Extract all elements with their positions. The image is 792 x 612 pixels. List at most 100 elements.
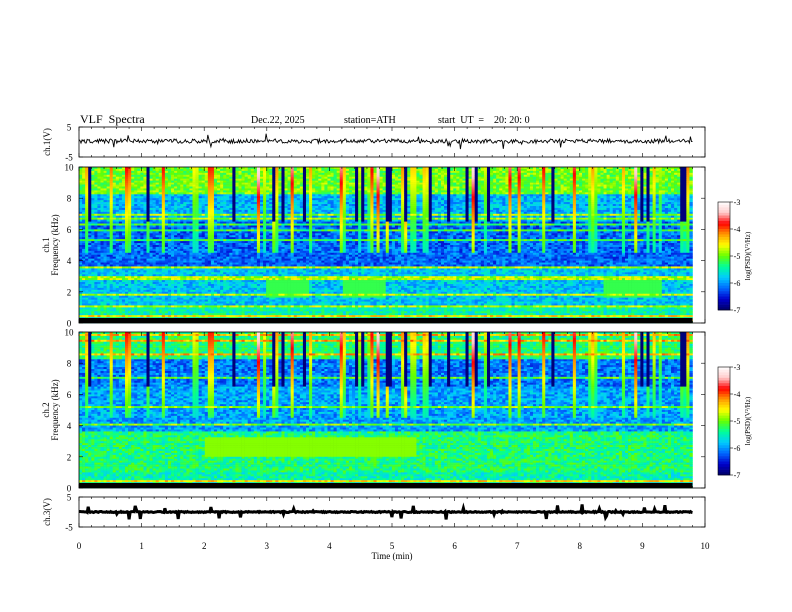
spectrogram-cell — [677, 170, 681, 174]
spectrogram-cell — [195, 196, 199, 199]
spectrogram-cell — [318, 192, 322, 195]
spectrogram-cell — [82, 178, 86, 181]
spectrogram-cell — [471, 207, 475, 211]
spectrogram-cell — [348, 209, 353, 213]
spectrogram-cell — [667, 190, 672, 193]
spectrogram-cell — [557, 186, 561, 189]
spectrogram-cell — [327, 184, 331, 187]
spectrogram-cell — [266, 198, 270, 201]
spectrogram-cell — [284, 170, 288, 174]
spectrogram-cell — [382, 168, 387, 172]
spectrogram-cell — [158, 168, 163, 172]
spectrogram-cell — [152, 194, 156, 197]
spectrogram-cell — [364, 170, 368, 174]
spectrogram-cell — [532, 202, 537, 205]
spectrogram-cell — [161, 204, 166, 207]
spectrogram-cell — [235, 194, 239, 197]
spectrogram-cell — [186, 192, 190, 195]
spectrogram-cell — [416, 168, 420, 172]
spectrogram-cell — [189, 192, 193, 195]
spectrogram-cell — [615, 211, 620, 215]
spectrogram-cell — [155, 209, 160, 213]
spectrogram-cell — [244, 194, 249, 197]
spectrogram-cell — [618, 213, 623, 217]
spectrogram-cell — [585, 190, 589, 193]
spectrogram-cell — [517, 213, 522, 217]
spectrogram-cell — [152, 209, 156, 213]
spectrogram-cell — [348, 202, 353, 205]
spectrogram-cell — [223, 168, 227, 172]
spectrogram-cell — [370, 198, 374, 201]
spectrogram-cell — [302, 198, 307, 201]
spectrogram-cell — [661, 204, 666, 207]
spectrogram-cell — [201, 198, 206, 201]
spectrogram-cell — [269, 196, 273, 199]
spectrogram-cell — [149, 176, 153, 179]
spectrogram-cell — [263, 198, 267, 201]
spectrogram-cell — [572, 190, 577, 193]
spectrogram-cell — [557, 194, 561, 197]
spectrogram-cell — [100, 182, 104, 185]
spectrogram-cell — [94, 174, 98, 178]
spectrogram-cell — [548, 188, 552, 191]
spectrogram-cell — [241, 178, 245, 181]
spectrogram-cell — [266, 194, 270, 197]
spectrogram-cell — [125, 190, 129, 193]
spectrogram-cell — [606, 209, 610, 213]
spectrogram-cell — [115, 194, 120, 197]
spectrogram-cell — [689, 207, 693, 211]
spectrogram-cell — [413, 176, 417, 179]
spectrogram-cell — [582, 200, 586, 203]
spectrogram-cell — [112, 188, 117, 191]
spectrogram-cell — [373, 207, 377, 211]
spectrogram-cell — [223, 172, 227, 176]
spectrogram-cell — [496, 184, 500, 187]
spectrogram-cell — [296, 194, 301, 197]
spectrogram-cell — [582, 176, 586, 179]
spectrogram-cell — [97, 188, 101, 191]
spectrogram-cell — [456, 172, 460, 176]
spectrogram-cell — [281, 207, 285, 211]
spectrogram-cell — [444, 200, 448, 203]
spectrogram-cell — [220, 196, 224, 199]
spectrogram-cell — [217, 202, 221, 205]
spectrogram-cell — [315, 172, 319, 176]
spectrogram-cell — [566, 211, 571, 215]
spectrogram-cell — [358, 180, 362, 183]
spectrogram-cell — [361, 167, 365, 170]
spectrogram-cell — [287, 186, 291, 189]
spectrogram-cell — [278, 182, 282, 185]
spectrogram-cell — [440, 192, 445, 195]
spectrogram-cell — [189, 178, 193, 181]
spectrogram-cell — [603, 168, 607, 172]
spectrogram-cell — [192, 213, 196, 217]
spectrogram-cell — [410, 200, 414, 203]
spectrogram-cell — [394, 209, 399, 213]
spectrogram-cell — [143, 176, 147, 179]
spectrogram-cell — [278, 194, 282, 197]
spectrogram-cell — [680, 170, 684, 174]
spectrogram-cell — [91, 196, 95, 199]
spectrogram-cell — [118, 192, 123, 195]
spectrogram-cell — [434, 174, 439, 178]
spectrogram-cell — [628, 194, 632, 197]
spectrogram-cell — [585, 186, 589, 189]
spectrogram-cell — [85, 204, 89, 207]
spectrogram-cell — [401, 196, 405, 199]
spectrogram-cell — [272, 206, 276, 209]
spectrogram-cell — [419, 182, 423, 185]
spectrogram-cell — [419, 176, 423, 179]
spectrogram-cell — [167, 213, 172, 217]
spectrogram-cell — [422, 168, 426, 172]
spectrogram-cell — [79, 198, 83, 201]
spectrogram-cell — [247, 202, 252, 205]
spectrogram-cell — [293, 211, 298, 215]
spectrogram-cell — [401, 167, 405, 170]
spectrogram-cell — [115, 178, 120, 181]
spectrogram-cell — [109, 207, 114, 211]
spectrogram-cell — [232, 168, 236, 172]
spectrogram-cell — [582, 170, 586, 174]
spectrogram-cell — [342, 211, 347, 215]
spectrogram-cell — [398, 178, 402, 181]
spectrogram-cell — [529, 188, 534, 191]
